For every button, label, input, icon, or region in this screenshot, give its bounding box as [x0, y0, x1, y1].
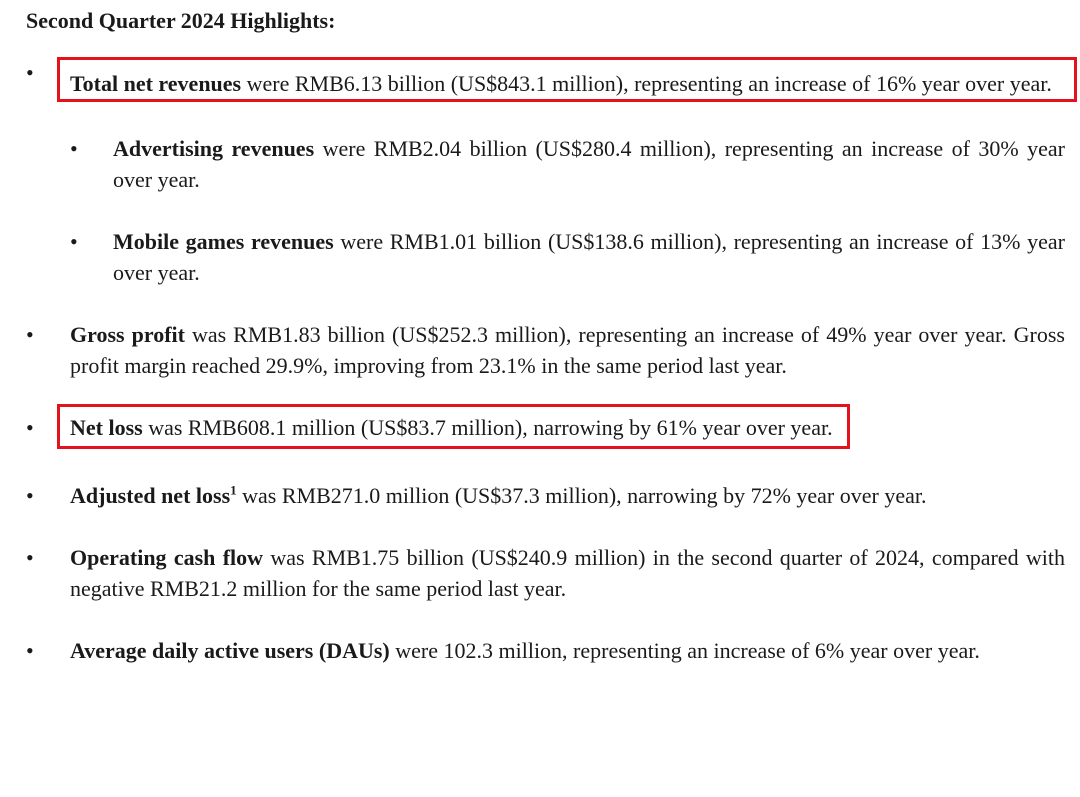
item-label: Total net revenues	[70, 71, 242, 96]
highlighted-text: Total net revenues were RMB6.13 billion …	[57, 57, 1077, 102]
item-label: Operating cash flow	[70, 545, 264, 570]
item-text: was RMB1.83 billion (US$252.3 million), …	[70, 322, 1065, 378]
bullet: •	[26, 322, 34, 347]
list-item: • Total net revenues were RMB6.13 billion…	[0, 57, 1080, 102]
item-label: Adjusted net loss	[70, 483, 231, 508]
list-item: • Advertising revenues were RMB2.04 billi…	[0, 133, 1080, 195]
list-item: • Net loss was RMB608.1 million (US$83.7 …	[0, 404, 1080, 449]
highlights-list: • Total net revenues were RMB6.13 billion…	[0, 57, 1080, 697]
bullet: •	[70, 136, 78, 161]
item-label: Advertising revenues	[113, 136, 315, 161]
item-body: Gross profit was RMB1.83 billion (US$252…	[70, 319, 1065, 381]
bullet: •	[26, 638, 34, 663]
title: Second Quarter 2024 Highlights:	[26, 8, 336, 33]
bullet: •	[26, 545, 34, 570]
item-body: Adjusted net loss1 was RMB271.0 million …	[70, 480, 1065, 511]
item-text: was RMB608.1 million (US$83.7 million), …	[148, 415, 833, 440]
item-label: Average daily active users (DAUs)	[70, 638, 390, 663]
item-label: Gross profit	[70, 322, 185, 347]
item-label: Mobile games revenues	[113, 229, 334, 254]
item-text: was RMB271.0 million (US$37.3 million), …	[242, 483, 927, 508]
bullet: •	[70, 229, 78, 254]
item-text: were RMB6.13 billion (US$843.1 million),…	[246, 71, 1052, 96]
item-text: were RMB2.04 billion (US$280.4 million),…	[113, 136, 1065, 192]
bullet: •	[26, 415, 34, 440]
bullet: •	[26, 60, 34, 85]
item-body: Advertising revenues were RMB2.04 billio…	[113, 133, 1065, 195]
list-item: • Gross profit was RMB1.83 billion (US$25…	[0, 319, 1080, 381]
footnote-marker: 1	[230, 482, 237, 498]
item-body: Average daily active users (DAUs) were 1…	[70, 635, 1065, 666]
item-label: Net loss	[70, 415, 143, 440]
list-item: • Average daily active users (DAUs) were …	[0, 635, 1080, 666]
item-body: Mobile games revenues were RMB1.01 billi…	[113, 226, 1065, 288]
item-text: were RMB1.01 billion (US$138.6 million),…	[113, 229, 1065, 285]
item-text: were 102.3 million, representing an incr…	[395, 638, 980, 663]
list-item: • Mobile games revenues were RMB1.01 bill…	[0, 226, 1080, 288]
highlighted-text: Net loss was RMB608.1 million (US$83.7 m…	[57, 404, 850, 449]
item-text: was RMB1.75 billion (US$240.9 million) i…	[70, 545, 1065, 601]
item-body: Operating cash flow was RMB1.75 billion …	[70, 542, 1065, 604]
bullet: •	[26, 483, 34, 508]
list-item: • Operating cash flow was RMB1.75 billion…	[0, 542, 1080, 604]
list-item: • Adjusted net loss1 was RMB271.0 million…	[0, 480, 1080, 511]
